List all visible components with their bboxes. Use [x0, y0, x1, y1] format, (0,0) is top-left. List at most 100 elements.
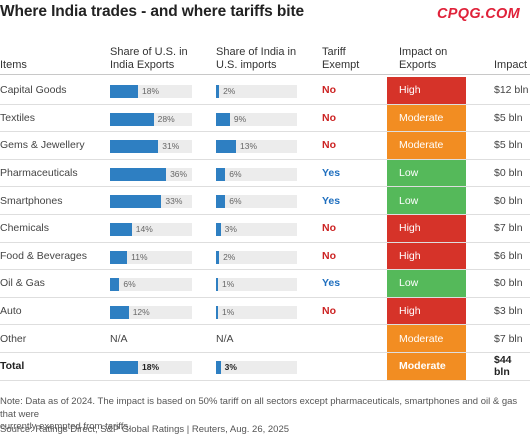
india-share-percent-label: 6%	[229, 168, 242, 179]
us-share-percent-label: 18%	[142, 86, 160, 96]
us-share-bar-track	[110, 305, 192, 319]
impact-badge: Low	[387, 270, 466, 297]
us-share-bar-fill	[110, 85, 139, 98]
india-share-bar-track	[216, 361, 297, 374]
us-share-percent-label: 31%	[162, 141, 180, 152]
item-name: Pharmaceuticals	[0, 167, 78, 180]
us-share-bar-fill	[110, 195, 162, 209]
impact-value: $0 bln	[494, 167, 523, 180]
india-share-percent-label: 3%	[224, 362, 237, 372]
india-share-bar-track	[216, 223, 297, 236]
us-share-bar-track	[110, 140, 192, 154]
us-share-percent-label: 11%	[131, 251, 148, 262]
india-share-bar-track	[216, 167, 297, 181]
header-us-share: Share of U.S. in India Exports	[110, 46, 188, 72]
item-name: Textiles	[0, 111, 36, 124]
us-share-bar-track	[110, 195, 192, 209]
india-share-percent-label: 13%	[240, 141, 258, 152]
tariff-exempt-value: No	[322, 111, 336, 124]
us-share-bar-fill	[110, 278, 120, 292]
table-row: Capital Goods 18% 2% No High $12 bln	[0, 77, 530, 105]
header-exempt-line2: Exempt	[322, 59, 360, 71]
us-share-bar-track	[110, 112, 192, 126]
table-row: Auto 12% 1% No High $3 bln	[0, 297, 530, 326]
us-share-na: N/A	[110, 332, 128, 345]
tariff-exempt-value: Yes	[322, 277, 341, 290]
india-share-bar-track	[216, 195, 297, 209]
impact-badge: Low	[387, 159, 466, 187]
header-impact-value: Impact	[494, 59, 528, 71]
header-india-share-line2: U.S. imports	[216, 59, 277, 71]
item-name: Other	[0, 332, 27, 345]
table-row: Chemicals 14% 3% No High $7 bln	[0, 215, 530, 243]
item-name: Gems & Jewellery	[0, 139, 85, 152]
impact-badge: High	[387, 242, 466, 270]
item-name: Auto	[0, 305, 22, 318]
item-name: Total	[0, 360, 25, 373]
impact-badge: Moderate	[387, 104, 466, 132]
us-share-bar-track	[110, 361, 192, 374]
us-share-percent-label: 33%	[165, 196, 183, 207]
impact-badge: Low	[387, 187, 466, 214]
india-share-percent-label: 1%	[222, 306, 235, 317]
impact-value: $0 bln	[494, 194, 523, 207]
us-share-bar-track	[110, 85, 192, 98]
table-row: Smartphones 33% 6% Yes Low $0 bln	[0, 187, 530, 215]
header-exempt-line1: Tariff	[322, 46, 346, 58]
india-share-bar-fill	[216, 112, 230, 126]
table-row: Other N/A N/A Moderate $7 bln	[0, 325, 530, 353]
india-share-bar-track	[216, 278, 297, 292]
impact-value: $5 bln	[494, 111, 523, 124]
header-impact-line2: Exports	[399, 59, 437, 71]
india-share-bar-fill	[216, 167, 226, 181]
us-share-bar-track	[110, 250, 192, 264]
india-share-bar-fill	[216, 305, 218, 319]
watermark-logo: CPQG.COM	[437, 6, 520, 22]
india-share-bar-fill	[216, 85, 220, 98]
india-share-percent-label: 9%	[233, 113, 247, 124]
india-share-percent-label: 2%	[223, 86, 236, 96]
us-share-percent-label: 14%	[135, 224, 153, 234]
us-share-bar-fill	[110, 140, 159, 154]
india-share-percent-label: 3%	[224, 224, 237, 234]
tariff-exempt-value: No	[322, 222, 336, 235]
table-row: Food & Beverages 11% 2% No High $6 bln	[0, 242, 530, 271]
table-total-row: Total 18% 3% Moderate $44 bln	[0, 353, 530, 381]
india-share-bar-fill	[216, 140, 236, 154]
impact-value: $5 bln	[494, 139, 523, 152]
footnote-line2: currently exempted from tariffs.	[0, 421, 131, 432]
india-share-percent-label: 6%	[229, 196, 242, 207]
item-name: Chemicals	[0, 222, 50, 235]
tariff-exempt-value: No	[322, 139, 336, 152]
india-share-bar-track	[216, 140, 297, 154]
impact-value: $3 bln	[494, 305, 523, 318]
india-share-bar-track	[216, 305, 297, 319]
us-share-bar-track	[110, 223, 192, 236]
india-share-bar-fill	[216, 223, 221, 236]
impact-badge: Moderate	[387, 353, 466, 380]
footnote-source: Source: Ratings Direct, S&P Global Ratin…	[0, 424, 290, 435]
india-share-bar-track	[216, 250, 297, 264]
header-us-share-line2: India Exports	[110, 59, 175, 71]
header-tariff-exempt: Tariff Exempt	[322, 46, 359, 72]
impact-value: $6 bln	[494, 249, 523, 262]
table-row: Textiles 28% 9% No Moderate $5 bln	[0, 104, 530, 133]
footnote-line1: Note: Data as of 2024. The impact is bas…	[0, 396, 518, 420]
impact-value: $12 bln	[494, 84, 529, 97]
impact-badge: High	[387, 215, 466, 242]
header-us-share-line1: Share of U.S. in	[110, 46, 188, 58]
us-share-percent-label: 18%	[142, 362, 160, 372]
impact-value: $0 bln	[494, 277, 523, 290]
india-share-bar-track	[216, 85, 297, 98]
tariff-exempt-value: Yes	[322, 194, 341, 207]
tariff-exempt-value: Yes	[322, 167, 341, 180]
header-india-share: Share of India in U.S. imports	[216, 46, 296, 72]
header-items: Items	[0, 59, 27, 71]
india-share-percent-label: 2%	[223, 251, 236, 262]
india-share-bar-fill	[216, 361, 221, 374]
tariff-exempt-value: No	[322, 249, 336, 262]
item-name: Smartphones	[0, 194, 63, 207]
us-share-bar-fill	[110, 167, 167, 181]
us-share-bar-fill	[110, 305, 129, 319]
india-share-na: N/A	[216, 332, 234, 345]
